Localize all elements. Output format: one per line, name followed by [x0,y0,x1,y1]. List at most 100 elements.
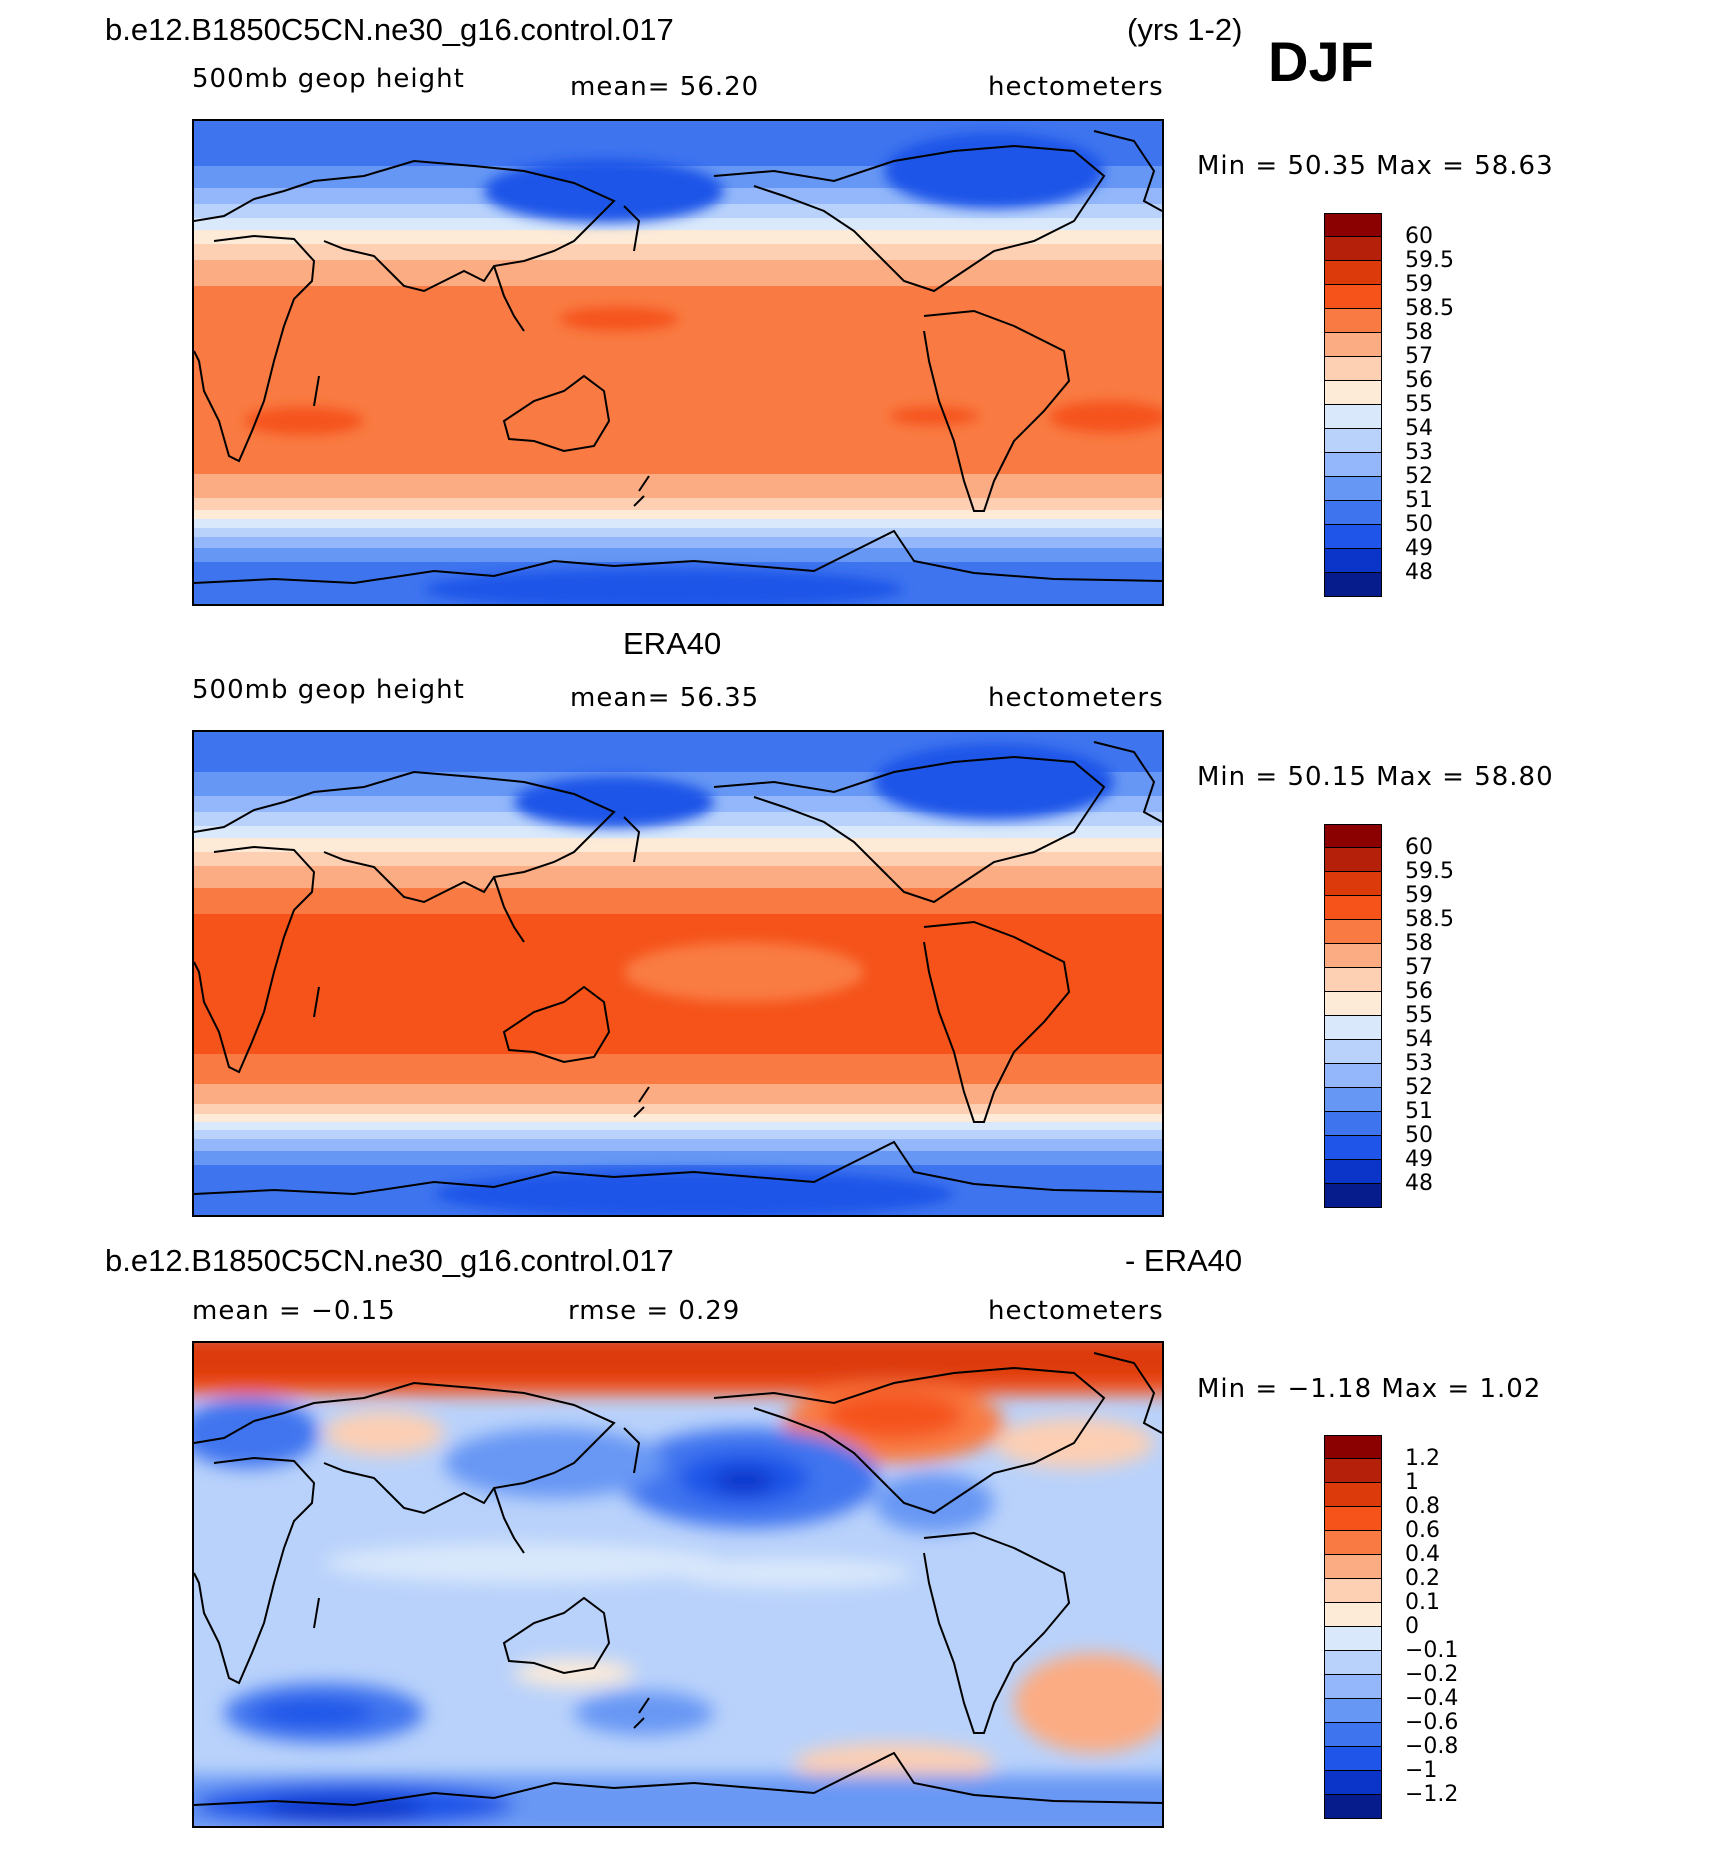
colorbar-model [1324,213,1382,597]
colorbar-tick-label: 55 [1405,1003,1433,1028]
colorbar-swatch [1324,920,1382,944]
coast-greenland [1093,1352,1162,1434]
coast-japan [623,205,641,252]
band-12 [194,1104,1162,1114]
colorbar-tick-label: 53 [1405,440,1433,465]
colorbar-swatch [1324,1507,1382,1531]
colorbar-swatch [1324,944,1382,968]
colorbar-tick-label: 52 [1405,1075,1433,1100]
colorbar-tick-label: 60 [1405,224,1433,249]
colorbar-tick-label: 1.2 [1405,1446,1440,1471]
colorbar-swatch [1324,1483,1382,1507]
band-15 [194,1130,1162,1139]
trough-canada [884,133,1104,209]
season-label: DJF [1268,30,1374,93]
colorbar-swatch [1324,1435,1382,1459]
coast-eurasia [194,1381,616,1515]
euro-warm [324,1411,444,1455]
high-samerica [889,407,979,425]
coast-madagascar [313,1597,320,1629]
band-8 [194,888,1162,914]
colorbar-tick-label: 60 [1405,835,1433,860]
coast-antarctica [194,529,1162,585]
variable-label: 500mb geop height [192,64,465,94]
coast-indochina [493,1487,525,1554]
band-4 [194,218,1162,230]
band-13 [194,1114,1162,1122]
band-17 [194,1151,1162,1165]
colorbar-tick-label: −1 [1405,1758,1438,1783]
low-antarctic [424,569,904,604]
colorbar-swatch [1324,992,1382,1016]
coast-namerica [713,755,1106,904]
colorbar-swatch [1324,525,1382,549]
coast-samerica [923,920,1071,1123]
npac-cool-center [714,1469,774,1493]
case-name-title: b.e12.B1850C5CN.ne30_g16.control.017 [105,12,674,47]
colorbar-swatch [1324,237,1382,261]
band-13 [194,528,1162,537]
colorbar-tick-label: 0.8 [1405,1494,1440,1519]
coast-africa [194,234,316,463]
colorbar-swatch [1324,1184,1382,1208]
coast-australia [502,985,611,1064]
band-10 [194,1054,1162,1084]
colorbar-tick-label: 57 [1405,955,1433,980]
colorbar-tick-label: 51 [1405,1099,1433,1124]
coast-greenland [1093,741,1162,823]
band-8 [194,286,1162,474]
colorbar-swatch [1324,453,1382,477]
colorbar-swatch [1324,1747,1382,1771]
colorbar-swatch [1324,357,1382,381]
colorbar-tick-label: 50 [1405,512,1433,537]
coast-indochina [493,265,525,332]
band-10 [194,498,1162,510]
arctic-warm-2 [194,1381,1162,1395]
coast-madagascar [313,986,320,1018]
band-16 [194,1139,1162,1151]
colorbar-swatch [1324,1531,1382,1555]
coast-nz [633,1086,650,1118]
colorbar-swatch [1324,1088,1382,1112]
colorbar-swatch [1324,1555,1382,1579]
namer-cool [874,1473,994,1533]
colorbar-swatch [1324,1795,1382,1819]
colorbar-swatch [1324,1771,1382,1795]
coast-australia [502,374,611,453]
band-5 [194,230,1162,244]
coast-madagascar [313,375,320,407]
high-atlantic-s [1049,401,1162,433]
band-7 [194,866,1162,888]
band-7 [194,260,1162,286]
colorbar-tick-label: −0.4 [1405,1686,1459,1711]
rmse-label: rmse = 0.29 [568,1296,741,1326]
years-label: (yrs 1-2) [1127,12,1243,47]
diff-background [194,1343,1162,1826]
colorbar-swatch [1324,573,1382,597]
coast-greenland [1093,130,1162,212]
band-14 [194,537,1162,548]
spac-cool [574,1691,714,1735]
colorbar-tick-label: −0.8 [1405,1734,1459,1759]
colorbar-tick-label: 1 [1405,1470,1419,1495]
colorbar-tick-label: 59 [1405,883,1433,908]
canada-warm-core [824,1391,964,1439]
coast-antarctica [194,1140,1162,1196]
colorbar-swatch [1324,501,1382,525]
colorbar-tick-label: 48 [1405,560,1433,585]
colorbar-tick-label: 0 [1405,1614,1419,1639]
tropics-light [324,1543,724,1583]
diff-title-right: - ERA40 [1125,1243,1243,1278]
mean-label: mean= 56.35 [570,683,760,713]
colorbar-swatch [1324,1040,1382,1064]
high-pacific [559,307,679,331]
colorbar-tick-label: 49 [1405,536,1433,561]
colorbar-swatch [1324,1136,1382,1160]
colorbar-tick-label: 50 [1405,1123,1433,1148]
colorbar-swatch [1324,1627,1382,1651]
band-11 [194,510,1162,519]
coast-samerica [923,1531,1071,1734]
colorbar-swatch [1324,429,1382,453]
band-11 [194,1084,1162,1104]
colorbar-tick-label: 0.2 [1405,1566,1440,1591]
